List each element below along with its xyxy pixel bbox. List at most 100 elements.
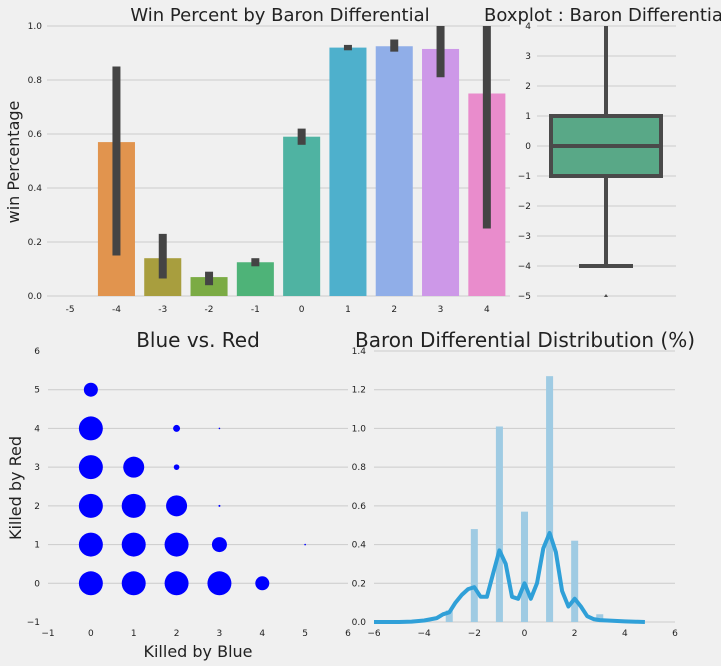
boxplot-y-tick-label: 4: [525, 22, 531, 32]
distplot-x-tick-label: 2: [572, 629, 578, 639]
scatter-chart: −1 0 1 2 3 4 5 6 −1 0 1 2 3 4 5 6: [27, 347, 351, 639]
scatter-point: [211, 537, 227, 553]
scatter-title: Blue vs. Red: [136, 328, 260, 352]
scatter-point: [304, 543, 306, 546]
scatter-point: [121, 532, 146, 557]
boxplot-y-tick-label: −1: [518, 172, 531, 182]
scatter-x-axis-label: Killed by Blue: [143, 642, 252, 661]
bar-x-tick-label: 2: [391, 305, 397, 315]
scatter-x-tick-label: 3: [217, 629, 223, 639]
scatter-x-tick-label: 2: [174, 629, 180, 639]
boxplot-outlier: [604, 294, 608, 297]
distplot-y-tick-label: 1.0: [352, 424, 367, 434]
scatter-x-tick-label: 4: [259, 629, 265, 639]
bar-x-tick-label: 4: [484, 305, 490, 315]
bar-y-tick-label: 0.0: [28, 292, 43, 302]
histogram-bar: [571, 540, 579, 622]
distplot-y-tick-label: 0.6: [352, 502, 367, 512]
distplot-x-tick-label: −2: [468, 629, 481, 639]
scatter-point: [255, 576, 270, 591]
scatter-point: [164, 571, 189, 596]
scatter-point: [218, 504, 221, 507]
scatter-point: [173, 464, 180, 470]
bar-x-tick-label: -3: [158, 305, 167, 315]
boxplot-y-tick-label: −4: [518, 262, 532, 272]
boxplot-chart: −5 −4 −3 −2 −1 0 1 2 3 4: [518, 22, 676, 302]
distplot-y-tick-label: 1.2: [352, 386, 366, 396]
scatter-x-tick-label: −1: [41, 629, 54, 639]
histogram-bar: [520, 511, 529, 622]
bar-y-axis-label: win Percentage: [4, 101, 23, 224]
distplot-y-tick-label: 1.4: [352, 347, 367, 357]
scatter-point: [173, 424, 181, 432]
scatter-point: [78, 416, 103, 441]
bar-x-tick-label: -4: [112, 305, 121, 315]
distplot-x-tick-label: −4: [418, 629, 432, 639]
scatter-y-axis-label: Killed by Red: [6, 436, 25, 540]
boxplot-y-tick-label: 1: [525, 112, 531, 122]
distribution-chart: 0.0 0.2 0.4 0.6 0.8 1.0 1.2 1.4 −6 −4 −2 0 2 4 6: [352, 347, 678, 639]
scatter-y-tick-label: 5: [34, 386, 40, 396]
scatter-y-tick-label: 1: [34, 541, 40, 551]
distplot-y-tick-label: 0.4: [352, 541, 367, 551]
bar: [422, 48, 460, 297]
boxplot-y-tick-label: −3: [518, 232, 531, 242]
bar-x-tick-label: 3: [438, 305, 444, 315]
distplot-y-tick-label: 0.0: [352, 618, 367, 628]
boxplot-y-tick-label: −2: [518, 202, 531, 212]
boxplot-title: Boxplot : Baron Differential: [484, 5, 721, 26]
scatter-y-tick-label: −1: [27, 618, 40, 628]
scatter-point: [121, 493, 146, 518]
boxplot-y-tick-label: −5: [518, 292, 531, 302]
distplot-title: Baron Differential Distribution (%): [355, 328, 695, 352]
kde-curve: [374, 531, 645, 624]
bar-y-tick-label: 0.8: [28, 76, 43, 86]
scatter-point: [83, 382, 98, 397]
scatter-x-tick-label: 6: [345, 629, 351, 639]
bar-x-tick-label: -1: [251, 305, 260, 315]
bar-y-tick-label: 1.0: [28, 22, 43, 32]
scatter-x-tick-label: 0: [88, 629, 94, 639]
scatter-point: [121, 571, 146, 596]
scatter-point: [166, 495, 188, 517]
distplot-x-tick-label: 4: [622, 629, 628, 639]
scatter-point: [123, 456, 145, 478]
histogram-bar: [546, 376, 554, 622]
distplot-y-tick-label: 0.8: [352, 463, 367, 473]
scatter-point: [207, 571, 232, 596]
histogram-bar: [495, 426, 503, 622]
scatter-point: [78, 571, 103, 596]
boxplot-y-tick-label: 0: [525, 142, 531, 152]
distplot-x-tick-label: 0: [522, 629, 528, 639]
bar-x-tick-label: 0: [299, 305, 305, 315]
distplot-y-tick-label: 0.2: [352, 579, 366, 589]
histogram-bar: [470, 529, 478, 622]
bar: [375, 46, 413, 296]
scatter-y-tick-label: 4: [34, 424, 40, 434]
scatter-point: [78, 532, 103, 557]
bar-x-tick-label: -2: [205, 305, 214, 315]
scatter-x-tick-label: 1: [131, 629, 137, 639]
scatter-point: [78, 493, 103, 518]
bar-y-tick-label: 0.2: [28, 238, 42, 248]
bar-chart-title: Win Percent by Baron Differential: [130, 5, 429, 26]
bar-x-tick-label: -5: [66, 305, 75, 315]
distplot-x-tick-label: −6: [367, 629, 381, 639]
scatter-y-tick-label: 6: [34, 347, 40, 357]
histogram-bar: [445, 610, 453, 622]
bar: [283, 136, 321, 296]
bar: [190, 277, 228, 296]
scatter-y-tick-label: 3: [34, 463, 40, 473]
bar-chart: 0.0 0.2 0.4 0.6 0.8 1.0 -5 -4 -3 -2 -1 0 1 2 3 4: [28, 22, 510, 315]
boxplot-y-tick-label: 2: [525, 82, 531, 92]
scatter-x-tick-label: 5: [302, 629, 308, 639]
boxplot-y-tick-label: 3: [525, 52, 531, 62]
bar-x-tick-label: 1: [345, 305, 351, 315]
scatter-point: [78, 455, 103, 480]
bar-y-tick-label: 0.4: [28, 184, 43, 194]
bar: [329, 47, 367, 296]
scatter-point: [164, 532, 189, 557]
bar-y-tick-label: 0.6: [28, 130, 43, 140]
scatter-point: [218, 427, 221, 430]
